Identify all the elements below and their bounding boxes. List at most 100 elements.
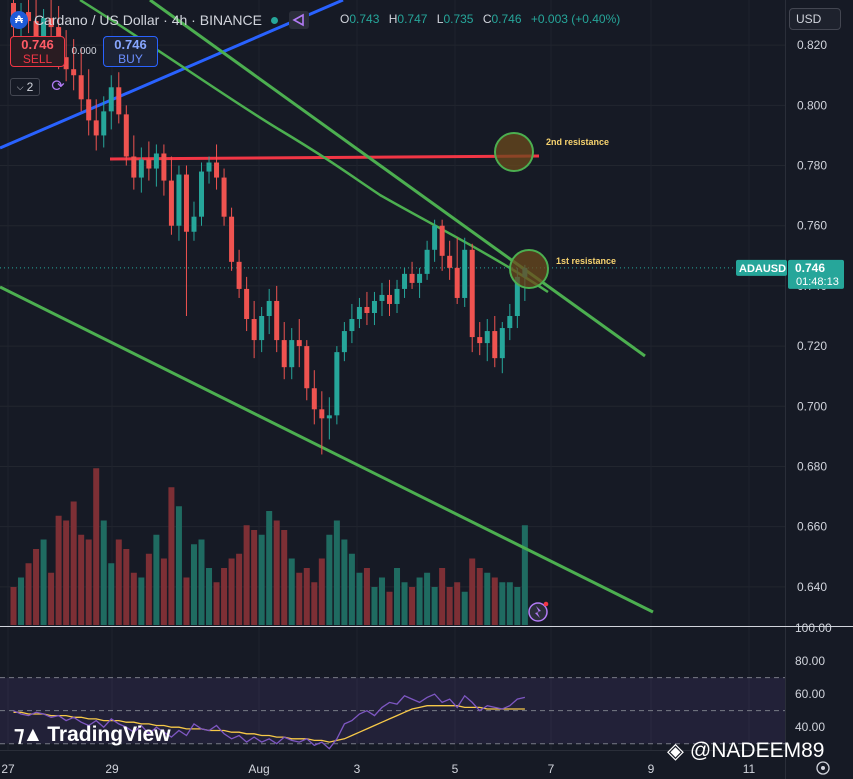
candle[interactable] [244, 288, 250, 320]
candle[interactable] [326, 415, 332, 419]
candle[interactable] [78, 75, 84, 100]
candle[interactable] [319, 409, 325, 419]
resistance-circle-1[interactable] [509, 249, 549, 289]
volume-bar [221, 568, 228, 625]
candle[interactable] [492, 331, 498, 359]
candle[interactable] [507, 316, 513, 329]
candle[interactable] [116, 87, 122, 115]
candle[interactable] [266, 300, 272, 317]
candle[interactable] [432, 225, 438, 250]
candle[interactable] [469, 249, 475, 338]
descending-trendline[interactable] [149, 0, 646, 358]
candle[interactable] [371, 300, 377, 313]
volume-bar [236, 553, 243, 625]
candle[interactable] [499, 328, 505, 359]
currency-select[interactable]: USD [789, 8, 841, 30]
candle[interactable] [146, 159, 152, 169]
candles[interactable] [11, 0, 528, 455]
volume-bar [145, 553, 152, 625]
candle[interactable] [229, 216, 235, 262]
symbol-header[interactable]: ₳ Cardano / US Dollar · 4h · BINANCE [10, 10, 309, 30]
rsi-line[interactable] [13, 693, 526, 750]
candle[interactable] [93, 120, 99, 136]
watermark-text: @NADEEM89 [689, 739, 825, 762]
candle[interactable] [356, 306, 362, 320]
candle[interactable] [341, 331, 347, 353]
candle[interactable] [138, 159, 144, 178]
candle[interactable] [484, 331, 490, 344]
candle[interactable] [402, 273, 408, 289]
candle[interactable] [477, 337, 483, 344]
candle[interactable] [71, 69, 77, 76]
candle[interactable] [108, 87, 114, 112]
candle[interactable] [349, 319, 355, 332]
buy-button[interactable]: 0.746 BUY [103, 36, 158, 67]
candle[interactable] [26, 12, 32, 22]
indicator-toggle-button[interactable]: ⌵ 2 [10, 78, 40, 96]
resistance-circle-2[interactable] [494, 132, 534, 172]
settings-gear-icon[interactable] [816, 761, 830, 775]
candle[interactable] [289, 340, 295, 368]
candle[interactable] [514, 276, 520, 317]
rsi-y-tick-label: 80.00 [795, 654, 825, 668]
candle[interactable] [183, 174, 189, 232]
candle[interactable] [176, 174, 182, 226]
candle[interactable] [206, 162, 212, 172]
sell-button[interactable]: 0.746 SELL [10, 36, 65, 67]
candle[interactable] [296, 340, 302, 347]
candle[interactable] [168, 180, 174, 226]
candle[interactable] [439, 225, 445, 256]
candle[interactable] [462, 249, 468, 298]
candle[interactable] [48, 18, 54, 28]
candle[interactable] [191, 216, 197, 232]
rsi-ma-line[interactable] [13, 705, 525, 743]
volume-bar [296, 572, 303, 625]
candle[interactable] [221, 177, 227, 217]
candle[interactable] [161, 153, 167, 181]
candle[interactable] [153, 153, 159, 169]
drawing-tools[interactable] [0, 0, 785, 614]
lower-channel-line[interactable] [0, 285, 654, 614]
candle[interactable] [364, 306, 370, 313]
candle[interactable] [63, 57, 69, 70]
candle[interactable] [199, 171, 204, 217]
replay-icon[interactable] [288, 11, 309, 29]
candle[interactable] [131, 156, 137, 178]
candle[interactable] [311, 388, 317, 410]
annotations[interactable]: 2nd resistance 1st resistance [494, 132, 616, 622]
candle[interactable] [387, 294, 392, 304]
candle[interactable] [334, 352, 340, 416]
candle[interactable] [41, 18, 47, 37]
volume-bar [476, 568, 483, 625]
candle[interactable] [304, 346, 310, 389]
candle[interactable] [409, 273, 415, 283]
refresh-icon[interactable]: ⟳ [51, 78, 65, 95]
uptrend-line[interactable] [0, 0, 344, 150]
candle[interactable] [236, 261, 242, 289]
volume-bar [78, 534, 85, 625]
candle[interactable] [33, 21, 39, 37]
candle[interactable] [281, 340, 287, 368]
volume-bar [206, 568, 213, 625]
symbol-title[interactable]: Cardano / US Dollar · 4h · BINANCE [34, 12, 262, 28]
candle[interactable] [259, 316, 265, 341]
rsi-pane[interactable] [0, 677, 785, 750]
candle[interactable] [394, 288, 400, 304]
candle[interactable] [86, 99, 92, 121]
candle[interactable] [274, 300, 280, 341]
candle[interactable] [101, 111, 107, 136]
candle[interactable] [251, 319, 257, 341]
candle[interactable] [379, 294, 385, 301]
candle[interactable] [123, 114, 129, 157]
candle[interactable] [454, 267, 460, 298]
candle[interactable] [424, 249, 430, 274]
candle[interactable] [447, 255, 453, 268]
chevron-down-icon: ⌵ [16, 81, 24, 92]
candle[interactable] [214, 162, 220, 178]
candle[interactable] [417, 273, 423, 283]
tradingview-logo[interactable]: ⁊▲ TradingView [14, 722, 171, 747]
volume-bar [461, 591, 468, 625]
high-value: 0.747 [397, 12, 428, 26]
rsi-y-tick-label: 40.00 [795, 720, 825, 734]
